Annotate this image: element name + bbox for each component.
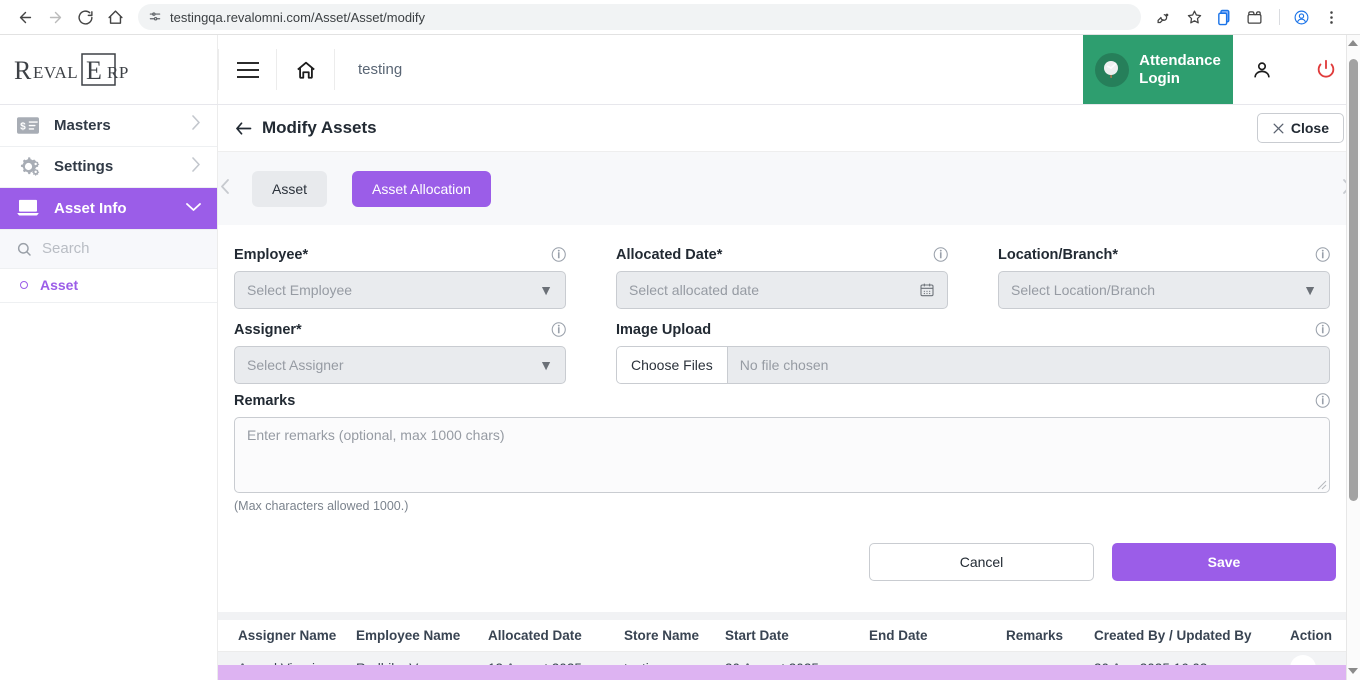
svg-text:R: R <box>14 56 32 85</box>
svg-text:RP: RP <box>107 63 129 82</box>
svg-text:E: E <box>86 56 102 85</box>
svg-text:$: $ <box>20 121 26 132</box>
svg-text:EVAL: EVAL <box>33 63 78 82</box>
